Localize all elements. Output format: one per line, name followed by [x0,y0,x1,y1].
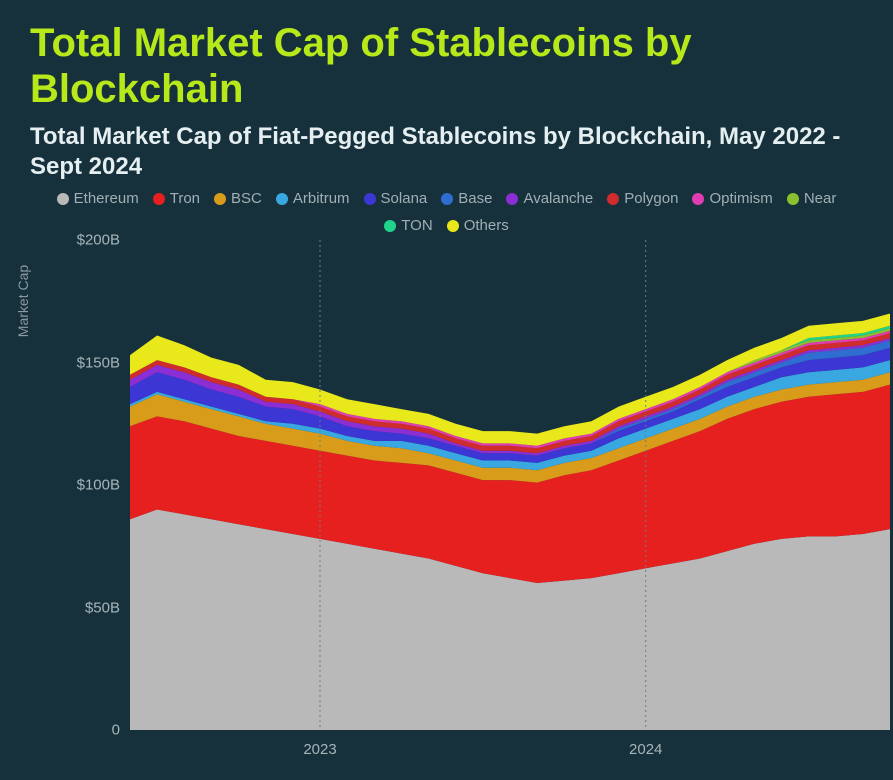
y-tick-label: $150B [50,354,120,371]
legend-swatch [276,193,288,205]
legend-item[interactable]: Ethereum [57,190,139,207]
y-tick-label: $200B [50,232,120,249]
legend-swatch [506,193,518,205]
x-tick-label: 2024 [629,741,662,758]
legend-swatch [214,193,226,205]
legend-item[interactable]: Others [447,217,509,234]
legend-label: Arbitrum [293,190,350,207]
chart-svg [130,240,890,730]
legend-label: Optimism [709,190,772,207]
legend-item[interactable]: Polygon [607,190,678,207]
legend-item[interactable]: Base [441,190,492,207]
legend-label: Ethereum [74,190,139,207]
legend-label: BSC [231,190,262,207]
x-tick-label: 2023 [303,741,336,758]
legend-label: Base [458,190,492,207]
legend-item[interactable]: Avalanche [506,190,593,207]
legend-swatch [607,193,619,205]
legend-swatch [787,193,799,205]
legend-item[interactable]: TON [384,217,432,234]
legend-item[interactable]: Near [787,190,837,207]
x-axis-ticks: 2023 2024 [130,735,890,761]
legend-label: Tron [170,190,200,207]
legend-label: Solana [381,190,428,207]
legend-label: Avalanche [523,190,593,207]
legend-item[interactable]: Optimism [692,190,772,207]
plot-area [130,240,863,735]
y-tick-label: $50B [50,599,120,616]
legend-item[interactable]: Solana [364,190,428,207]
legend-label: TON [401,217,432,234]
y-axis-ticks: $200B$150B$100B$50B0 [50,240,120,730]
legend-label: Polygon [624,190,678,207]
legend-swatch [153,193,165,205]
chart-subtitle: Total Market Cap of Fiat-Pegged Stableco… [30,122,863,182]
chart-legend: Ethereum Tron BSC Arbitrum Solana Base Avalanc… [57,190,837,234]
chart-area: Market Cap $200B$150B$100B$50B0 20232024 [30,240,863,761]
legend-item[interactable]: BSC [214,190,262,207]
legend-swatch [692,193,704,205]
y-axis-label: Market Cap [15,201,31,401]
legend-swatch [447,220,459,232]
y-tick-label: $100B [50,477,120,494]
legend-item[interactable]: Arbitrum [276,190,350,207]
chart-title: Total Market Cap of Stablecoins by Block… [30,20,863,112]
legend-label: Others [464,217,509,234]
legend-label: Near [804,190,837,207]
legend-item[interactable]: Tron [153,190,200,207]
legend-swatch [441,193,453,205]
legend-swatch [384,220,396,232]
legend-swatch [364,193,376,205]
y-tick-label: 0 [50,722,120,739]
legend-swatch [57,193,69,205]
